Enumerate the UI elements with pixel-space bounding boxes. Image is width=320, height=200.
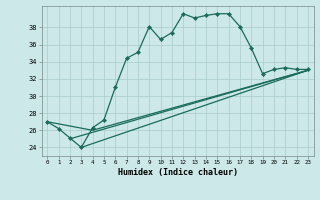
X-axis label: Humidex (Indice chaleur): Humidex (Indice chaleur) [118, 168, 237, 177]
